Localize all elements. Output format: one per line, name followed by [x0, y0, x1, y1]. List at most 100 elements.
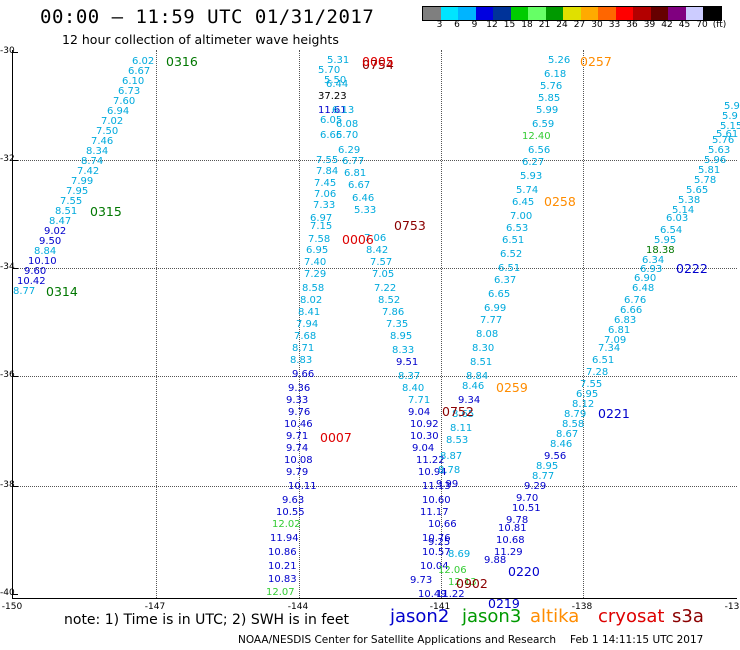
- meridian-gridline: [299, 50, 300, 598]
- wave-height-value: 8.47: [49, 216, 72, 227]
- wave-height-value: 8.78: [438, 465, 461, 476]
- wave-height-value: 9.50: [39, 236, 62, 247]
- longitude-tick: -144: [287, 602, 309, 612]
- wave-height-value: 10.86: [268, 547, 297, 558]
- wave-height-value: 9.71: [286, 431, 309, 442]
- latitude-tick: -36: [0, 370, 15, 380]
- wave-height-value: 5.9: [722, 111, 738, 122]
- wave-height-value: 6.59: [532, 119, 555, 130]
- wave-height-value: 8.53: [446, 435, 469, 446]
- wave-height-value: 8.30: [472, 343, 495, 354]
- wave-height-value: 10.55: [276, 507, 305, 518]
- wave-height-value: 5.70: [336, 130, 359, 141]
- wave-height-value: 37.23: [318, 91, 347, 102]
- longitude-tick: -13: [724, 602, 740, 612]
- satellite-legend-altika: altika: [530, 606, 580, 627]
- color-scale-label: 30: [591, 20, 603, 30]
- wave-height-value: 6.83: [614, 315, 637, 326]
- wave-height-value: 12.40: [522, 131, 551, 142]
- wave-height-value: 9.66: [292, 369, 315, 380]
- wave-height-value: 8.40: [402, 383, 425, 394]
- wave-height-value: 12.02: [272, 519, 301, 530]
- wave-height-value: 8.33: [392, 345, 415, 356]
- wave-height-value: 7.06: [314, 189, 337, 200]
- wave-height-value: 7.09: [604, 335, 627, 346]
- wave-height-value: 5.50: [324, 75, 347, 86]
- wave-height-value: 10.92: [410, 419, 439, 430]
- wave-height-value: 6.65: [488, 289, 511, 300]
- wave-height-value: 10.76: [422, 533, 451, 544]
- color-scale-label: 6: [454, 20, 460, 30]
- color-scale-label: 18: [521, 20, 533, 30]
- color-swatch: [458, 7, 476, 20]
- wave-height-value: 5.61: [716, 129, 739, 140]
- wave-height-value: 9.02: [44, 226, 67, 237]
- color-scale-label: 24: [556, 20, 568, 30]
- track-time-label: 0258: [544, 194, 576, 209]
- wave-height-value: 6.27: [522, 157, 545, 168]
- latitude-tick: -30: [0, 46, 15, 56]
- color-scale-label: 33: [608, 20, 621, 30]
- track-time-label: 0902: [456, 576, 488, 591]
- credit-line: NOAA/NESDIS Center for Satellite Applica…: [238, 634, 556, 646]
- wave-height-value: 6.66: [620, 305, 643, 316]
- wave-height-value: 18.38: [646, 245, 675, 256]
- track-time-label: 0220: [508, 564, 540, 579]
- wave-height-value: 8.52: [378, 295, 401, 306]
- wave-height-value: 10.60: [422, 495, 451, 506]
- track-time-label: 0006: [342, 232, 374, 247]
- wave-height-value: 5.14: [672, 205, 695, 216]
- wave-height-value: 6.51: [592, 355, 615, 366]
- wave-height-value: 8.58: [302, 283, 325, 294]
- wave-height-value: 9.04: [412, 443, 435, 454]
- wave-height-value: 9.60: [24, 266, 47, 277]
- color-swatch: [528, 7, 546, 20]
- wave-height-value: 8.65: [452, 409, 475, 420]
- wave-height-value: 7.55: [316, 155, 339, 166]
- wave-height-value: 6.81: [344, 168, 367, 179]
- wave-height-value: 5.95: [654, 235, 677, 246]
- wave-height-value: 5.9: [724, 101, 740, 112]
- wave-height-value: 7.46: [91, 136, 114, 147]
- wave-height-value: 8.11: [450, 423, 473, 434]
- wave-height-value: 7.34: [598, 343, 621, 354]
- wave-height-value: 10.66: [428, 519, 457, 530]
- wave-height-value: 5.93: [520, 171, 543, 182]
- wave-height-value: 6.90: [634, 273, 657, 284]
- wave-height-value: 9.25: [428, 537, 451, 548]
- wave-height-value: 5.76: [540, 81, 563, 92]
- color-scale-label: 3: [436, 20, 443, 30]
- wave-height-value: 5.96: [704, 155, 727, 166]
- track-time-label: 0005: [362, 54, 394, 69]
- wave-height-value: 11.22: [416, 455, 445, 466]
- track-time-label: 0752: [442, 404, 474, 419]
- generated-timestamp: Feb 1 14:11:15 UTC 2017: [570, 634, 704, 646]
- wave-height-value: 12.06: [438, 565, 467, 576]
- tick-mark: [12, 52, 18, 53]
- wave-height-value: 12.07: [266, 587, 295, 598]
- wave-height-value: 6.93: [640, 264, 663, 275]
- wave-height-value: 6.18: [544, 69, 567, 80]
- wave-height-value: 9.70: [516, 493, 539, 504]
- wave-height-value: 6.34: [642, 255, 665, 266]
- color-swatch: [633, 7, 651, 20]
- wave-height-value: 8.84: [466, 371, 489, 382]
- color-swatch: [510, 7, 528, 20]
- tick-mark: [12, 160, 18, 161]
- wave-height-value: 6.51: [502, 235, 525, 246]
- wave-height-value: 9.78: [506, 515, 529, 526]
- wave-height-value: 6.97: [310, 213, 333, 224]
- wave-height-value: 7.58: [308, 234, 331, 245]
- wave-height-value: 7.77: [480, 315, 503, 326]
- wave-height-value: 6.52: [500, 249, 523, 260]
- color-scale-label: 12: [486, 20, 498, 30]
- wave-height-value: 5.33: [354, 205, 377, 216]
- wave-height-value: 8.87: [440, 451, 463, 462]
- wave-height-value: 10.21: [268, 561, 297, 572]
- color-scale-label: 39: [643, 20, 656, 30]
- wave-height-value: 5.65: [686, 185, 709, 196]
- wave-height-value: 9.74: [286, 443, 309, 454]
- wave-height-value: 7.60: [113, 96, 136, 107]
- tick-mark: [12, 486, 18, 487]
